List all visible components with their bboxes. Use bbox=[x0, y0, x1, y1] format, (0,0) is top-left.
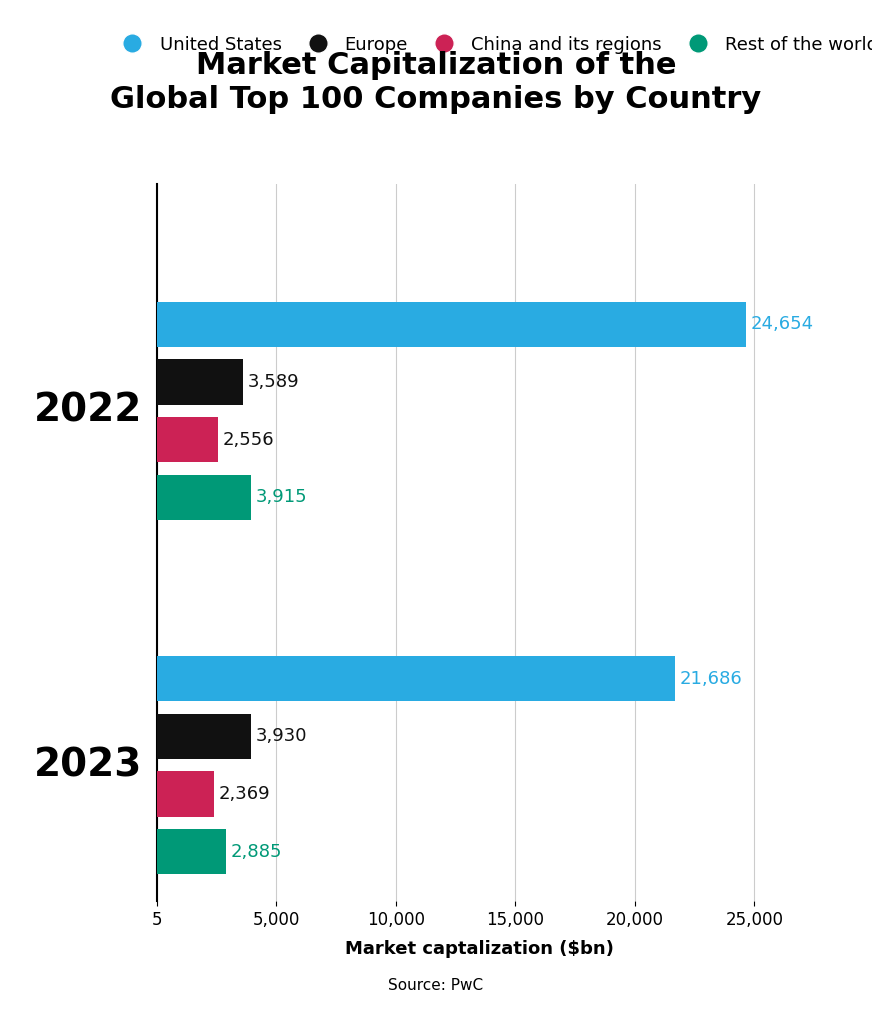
X-axis label: Market captalization ($bn): Market captalization ($bn) bbox=[345, 940, 614, 958]
Bar bbox=[157, 302, 746, 347]
Text: 2023: 2023 bbox=[34, 746, 143, 784]
Bar bbox=[157, 714, 251, 759]
Bar bbox=[157, 359, 242, 404]
Bar bbox=[157, 771, 214, 817]
Text: 2,556: 2,556 bbox=[223, 431, 275, 449]
Bar bbox=[157, 475, 250, 520]
Text: 2,369: 2,369 bbox=[218, 785, 270, 803]
Text: 3,930: 3,930 bbox=[255, 727, 307, 745]
Text: 3,589: 3,589 bbox=[248, 373, 299, 391]
Bar bbox=[157, 656, 675, 701]
Text: Market Capitalization of the
Global Top 100 Companies by Country: Market Capitalization of the Global Top … bbox=[111, 51, 761, 114]
Text: 2,885: 2,885 bbox=[231, 843, 283, 861]
Legend: United States, Europe, China and its regions, Rest of the world: United States, Europe, China and its reg… bbox=[114, 36, 872, 53]
Text: 2022: 2022 bbox=[34, 392, 143, 430]
Bar bbox=[157, 417, 218, 463]
Text: 24,654: 24,654 bbox=[751, 315, 814, 334]
Text: 21,686: 21,686 bbox=[680, 670, 743, 688]
Text: 3,915: 3,915 bbox=[255, 488, 307, 507]
Bar bbox=[157, 829, 226, 874]
Text: Source: PwC: Source: PwC bbox=[388, 978, 484, 993]
